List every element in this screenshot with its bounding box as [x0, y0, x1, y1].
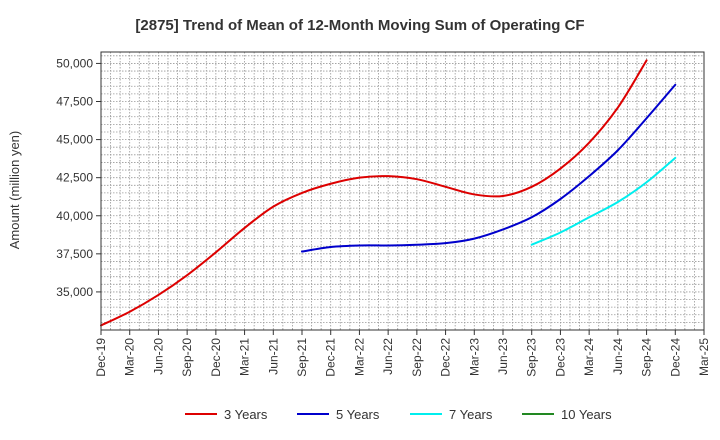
x-tick-label: Dec-21 [324, 338, 338, 377]
legend-label-3-years: 3 Years [224, 407, 268, 422]
series-layer [100, 59, 677, 327]
x-tick-label: Mar-24 [582, 338, 596, 376]
plot-background [101, 52, 704, 330]
x-tick-label: Mar-22 [352, 338, 366, 376]
y-tick-label: 47,500 [56, 95, 93, 109]
series-line-3-years [100, 59, 648, 327]
y-tick-label: 35,000 [56, 285, 93, 299]
x-tick-label: Dec-20 [209, 338, 223, 377]
x-tick-label: Jun-22 [381, 338, 395, 375]
x-tick-label: Mar-23 [467, 338, 481, 376]
x-tick-label: Dec-19 [94, 338, 108, 377]
x-tick-label: Sep-22 [410, 338, 424, 377]
legend-label-5-years: 5 Years [336, 407, 380, 422]
plot-frame [100, 51, 705, 331]
x-tick-label: Mar-20 [123, 338, 137, 376]
legend-label-10-years: 10 Years [561, 407, 612, 422]
x-tick-label: Dec-22 [439, 338, 453, 377]
x-tick-label: Dec-24 [668, 338, 682, 377]
legend: 3 Years 5 Years 7 Years 10 Years [185, 407, 612, 422]
chart-title: [2875] Trend of Mean of 12-Month Moving … [135, 17, 584, 34]
x-tick-label: Dec-23 [553, 338, 567, 377]
x-tick-label: Jun-23 [496, 338, 510, 375]
x-tick-label: Mar-25 [697, 338, 711, 376]
x-tick-label: Jun-20 [151, 338, 165, 375]
grid-layer [100, 52, 705, 331]
x-tick-label: Jun-21 [266, 338, 280, 375]
legend-label-7-years: 7 Years [449, 407, 493, 422]
x-tick-label: Sep-21 [295, 338, 309, 377]
y-tick-label: 50,000 [56, 56, 93, 70]
plot-area [101, 52, 704, 330]
y-tick-label: 45,000 [56, 133, 93, 147]
axes-layer: 35,000 37,500 40,000 42,500 45,000 47,500 50,0… [56, 51, 711, 377]
y-tick-label: 42,500 [56, 171, 93, 185]
x-tick-label: Mar-21 [238, 338, 252, 376]
series-line-5-years [301, 83, 677, 253]
y-tick-label: 40,000 [56, 209, 93, 223]
y-axis-label: Amount (million yen) [7, 131, 22, 250]
y-tick-label: 37,500 [56, 247, 93, 261]
x-tick-label: Jun-24 [611, 338, 625, 375]
x-tick-label: Sep-24 [640, 338, 654, 377]
x-tick-label: Sep-20 [180, 338, 194, 377]
x-tick-label: Sep-23 [525, 338, 539, 377]
series-line-7-years [530, 156, 677, 246]
